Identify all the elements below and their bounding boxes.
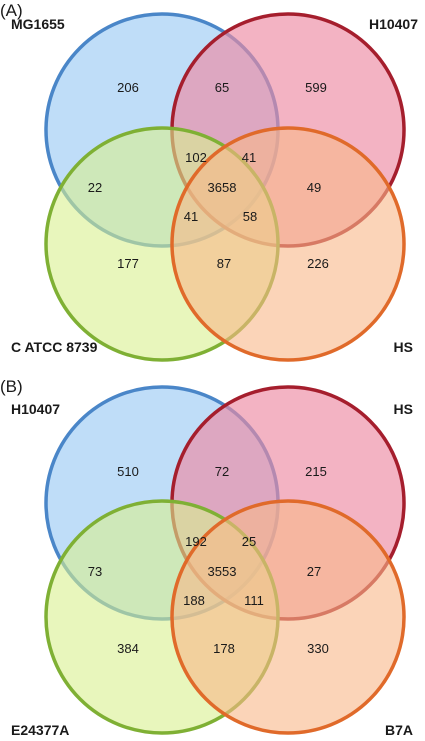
count-b7a-only: 330 [307, 641, 329, 656]
count-mg1655-c-hs: 41 [184, 209, 198, 224]
count-all-b: 3553 [208, 564, 237, 579]
count-h10407-hs-b: 72 [215, 464, 229, 479]
count-hs-only-b: 215 [305, 464, 327, 479]
count-h10407-e24377a-b7a: 188 [183, 593, 205, 608]
count-h10407-only: 599 [305, 80, 327, 95]
set-label-h10407: H10407 [369, 16, 418, 32]
count-mg1655-h10407: 65 [215, 80, 229, 95]
panel-a-label: (A) [0, 1, 23, 20]
panel-b-label: (B) [0, 377, 23, 396]
set-label-hs: HS [394, 339, 413, 355]
count-h10407-hs-e24377a: 192 [185, 534, 207, 549]
count-h10407-e24377a: 73 [88, 564, 102, 579]
set-label-mg1655: MG1655 [11, 16, 65, 32]
count-h10407-c-hs: 58 [243, 209, 257, 224]
count-h10407-hs: 49 [307, 180, 321, 195]
count-hs-e24377a-b7a: 111 [244, 593, 264, 608]
count-e24377a-only: 384 [117, 641, 139, 656]
count-hs-only: 226 [307, 256, 329, 271]
set-label-b7a: B7A [385, 722, 413, 738]
set-label-hs-b: HS [394, 401, 413, 417]
panel-b: (B) H10407 HS E24377A B7A 510 72 215 192… [0, 377, 413, 738]
count-all-a: 3658 [208, 180, 237, 195]
count-c-only: 177 [117, 256, 139, 271]
count-c-hs: 87 [217, 256, 231, 271]
count-e24377a-b7a: 178 [213, 641, 235, 656]
circle-b7a [170, 499, 406, 735]
count-mg1655-c: 22 [88, 180, 102, 195]
set-label-c-atcc-8739: C ATCC 8739 [11, 339, 98, 355]
count-mg1655-h10407-hs: 41 [242, 150, 256, 165]
circle-hs-a [170, 126, 406, 362]
set-label-e24377a: E24377A [11, 722, 69, 738]
count-hs-b7a: 27 [307, 564, 321, 579]
count-mg1655-only: 206 [117, 80, 139, 95]
panel-a: (A) MG1655 H10407 C ATCC 8739 HS 206 65 … [0, 1, 418, 362]
count-mg1655-h10407-c: 102 [185, 150, 207, 165]
set-label-h10407-b: H10407 [11, 401, 60, 417]
count-h10407-only-b: 510 [117, 464, 139, 479]
count-h10407-hs-b7a: 25 [242, 534, 256, 549]
